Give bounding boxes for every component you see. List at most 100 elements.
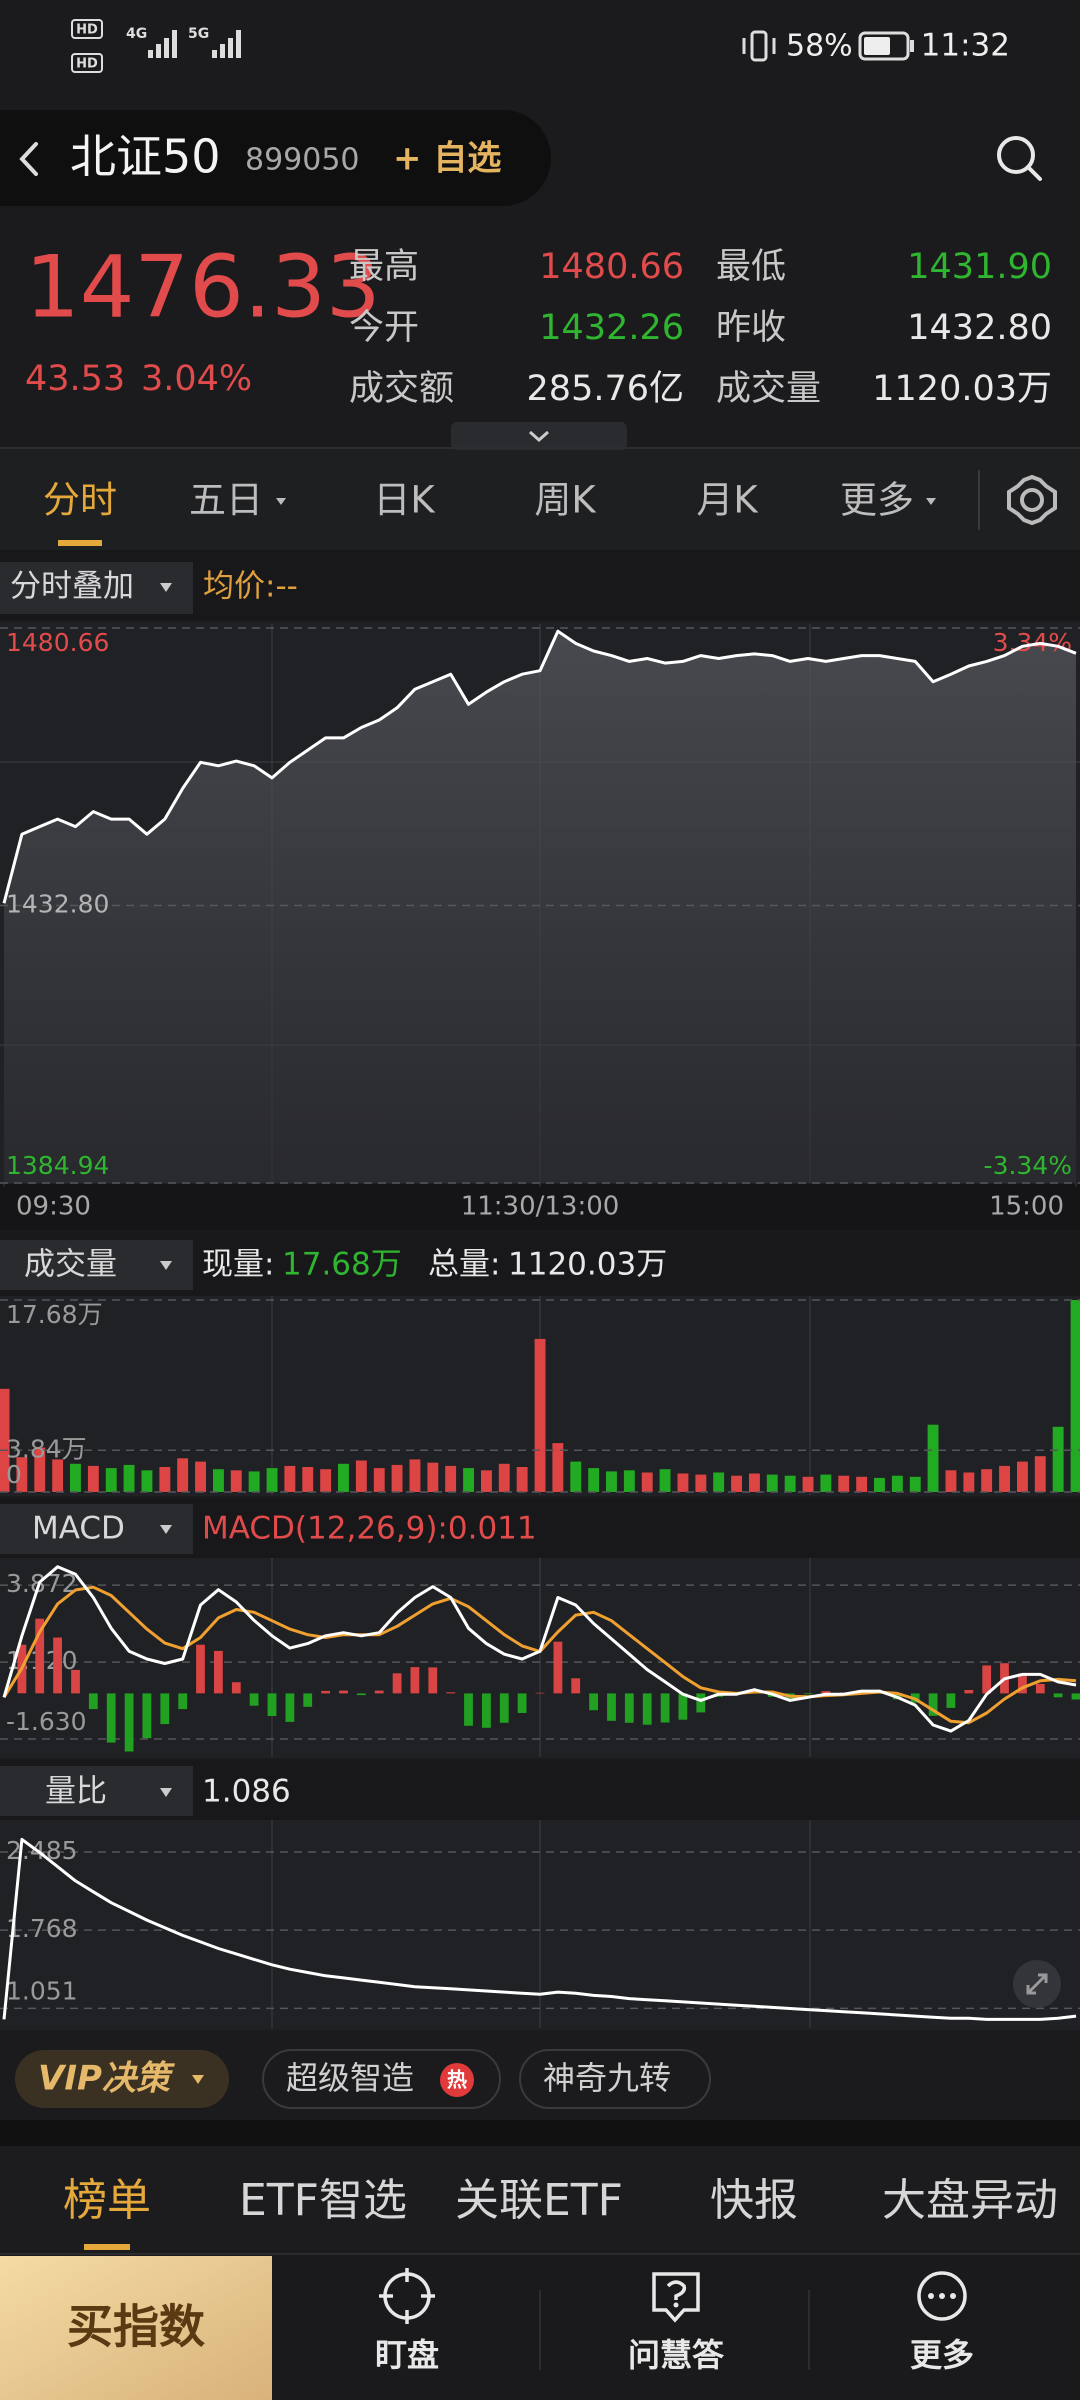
y-tick-label: 2.485 (6, 1836, 78, 1865)
volume-bar (766, 1474, 778, 1492)
hd-label: HD (76, 57, 98, 72)
chart-tab[interactable]: 周K (534, 479, 597, 522)
macd-bar (482, 1693, 491, 1728)
volume-bar (70, 1463, 81, 1492)
macd-bar (410, 1667, 420, 1694)
volume-bar (409, 1459, 421, 1492)
chart-tab[interactable]: 五日 (189, 479, 263, 522)
volume-bar (838, 1475, 850, 1492)
nav-label[interactable]: 盯盘 (375, 2336, 439, 2374)
volume-bar (481, 1470, 492, 1492)
tab-bar-bg (0, 448, 1080, 550)
current-volume-label: 现量: (202, 1247, 274, 1283)
hd-label: HD (76, 23, 98, 38)
macd-bar (303, 1693, 313, 1707)
volume-bar (391, 1464, 403, 1492)
add-watchlist[interactable]: + 自选 (393, 139, 501, 179)
stat-value: 1480.66 (539, 247, 684, 287)
back-button[interactable] (19, 142, 38, 176)
volume-bar (159, 1467, 171, 1492)
chart-tab[interactable]: 更多 (840, 479, 914, 522)
nav-label[interactable]: 问慧答 (628, 2336, 725, 2374)
buy-button[interactable] (0, 2256, 272, 2400)
stat-label: 昨收 (716, 308, 786, 348)
overlay-dropdown[interactable] (0, 562, 193, 614)
macd-title: MACD (32, 1511, 125, 1547)
volume-bar (230, 1470, 242, 1492)
macd-bar (624, 1693, 634, 1723)
y-tick-label: 1480.66 (6, 628, 109, 657)
more-icon (917, 2271, 967, 2321)
macd-bar (428, 1667, 438, 1694)
volume-bar (820, 1474, 832, 1492)
expand-tab[interactable] (451, 422, 627, 450)
volume-bar (909, 1476, 921, 1492)
network-label: 5G (188, 26, 209, 42)
search-button[interactable] (997, 136, 1042, 181)
volume-bar (445, 1465, 457, 1492)
macd-bar (124, 1693, 134, 1752)
chip[interactable] (519, 2049, 711, 2109)
section-tab[interactable]: 榜单 (63, 2175, 151, 2226)
macd-bar (321, 1690, 330, 1694)
signal-icon (148, 30, 241, 58)
volume-bar (784, 1475, 796, 1492)
macd-bar (71, 1669, 80, 1694)
battery-level (864, 37, 890, 55)
active-tab-indicator (58, 540, 102, 546)
section-tab[interactable]: 快报 (710, 2175, 798, 2226)
indicator-dropdown[interactable] (0, 1504, 193, 1554)
volume-bar (123, 1464, 135, 1492)
section-tab[interactable]: 关联ETF (455, 2175, 623, 2226)
volume-bar (623, 1470, 635, 1492)
chip[interactable] (262, 2049, 501, 2109)
stat-label: 成交额 (349, 369, 454, 409)
y-tick-label: 3.872 (6, 1569, 78, 1598)
volume-bar (248, 1471, 260, 1492)
chart-tab[interactable]: 月K (696, 479, 759, 522)
volume-bar (498, 1463, 510, 1492)
header-pill (0, 110, 551, 206)
macd-bar (392, 1673, 402, 1694)
chart-tab[interactable]: 日K (373, 479, 436, 522)
vip-chip[interactable] (15, 2050, 229, 2108)
volume-bar (659, 1469, 671, 1492)
volume-bar (999, 1465, 1010, 1492)
volume-bar (588, 1468, 600, 1492)
section-tab[interactable]: 大盘异动 (882, 2175, 1058, 2226)
clock: 11:32 (921, 28, 1010, 64)
macd-bar (589, 1693, 598, 1711)
quote-stats: 最高 1480.66 最低 1431.90 今开 1432.26 昨收 1432.80 成交额 2… (349, 247, 1052, 409)
macd-bar (1053, 1693, 1063, 1698)
macd-bar (803, 1693, 813, 1695)
volume-bar (731, 1475, 742, 1492)
y-tick-label: 1384.94 (6, 1151, 109, 1180)
section-tabs-bg (0, 2146, 1080, 2254)
stat-label: 今开 (349, 308, 419, 348)
macd-bar (642, 1693, 652, 1725)
volume-bar (552, 1443, 564, 1492)
x-tick-label: 09:30 (16, 1192, 91, 1222)
volume-bar (749, 1473, 760, 1492)
volume-bar (266, 1468, 278, 1492)
hd-box (71, 19, 103, 39)
volume-bar (87, 1465, 99, 1492)
indicator-dropdown[interactable] (0, 1766, 193, 1816)
chart-tab[interactable]: 分时 (43, 479, 117, 522)
macd-bar (607, 1693, 616, 1721)
stat-value: 1431.90 (907, 247, 1052, 287)
macd-bar (142, 1693, 152, 1739)
section-tab[interactable]: ETF智选 (239, 2175, 407, 2226)
vip-chip-label: VIP决策 (38, 2059, 176, 2099)
nav-label[interactable]: 更多 (910, 2336, 974, 2374)
y-tick-label: 1.768 (6, 1914, 78, 1943)
indicator-dropdown[interactable] (0, 1240, 193, 1290)
battery-label: 58% (786, 29, 853, 64)
y-tick-label: 1.051 (6, 1976, 78, 2005)
time-axis-bg (0, 1184, 1080, 1230)
volume-bar (302, 1467, 314, 1492)
gap (0, 2120, 1080, 2146)
settings-button[interactable] (1007, 474, 1057, 526)
